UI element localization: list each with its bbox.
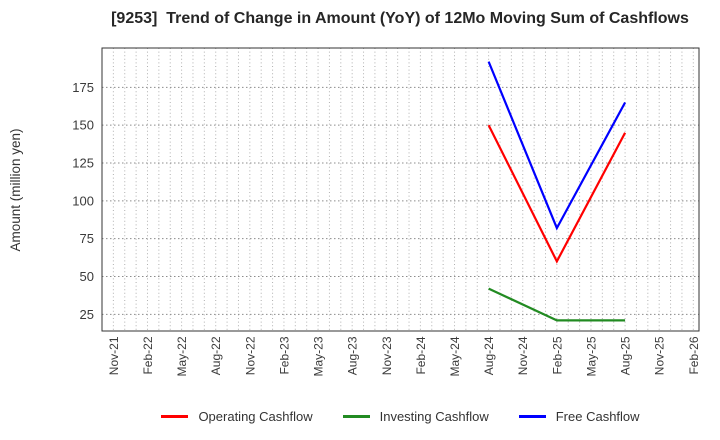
plot-border [101, 47, 700, 332]
x-tick-label: Aug-22 [209, 336, 223, 375]
x-tick-label: Aug-24 [482, 336, 496, 375]
x-tick-label: May-25 [584, 336, 598, 376]
y-tick-label: 100 [72, 193, 94, 208]
series-line-investing-cashflow [488, 287, 626, 322]
x-tick-label: Feb-22 [141, 336, 155, 374]
legend-item-operating-cashflow: Operating Cashflow [161, 408, 313, 424]
x-tick-label: Nov-24 [516, 336, 530, 375]
x-tick-label: Nov-22 [243, 336, 257, 375]
y-axis-title: Amount (million yen) [8, 128, 23, 251]
x-tick-label: Feb-26 [687, 336, 701, 374]
legend-item-investing-cashflow: Investing Cashflow [342, 408, 489, 424]
y-tick-label: 75 [80, 231, 94, 246]
x-tick-label: May-22 [175, 336, 189, 376]
x-tick-label: Feb-23 [277, 336, 291, 374]
x-tick-label: Nov-23 [380, 336, 394, 375]
legend-label: Free Cashflow [555, 408, 640, 424]
legend-line-swatch [161, 414, 189, 418]
x-tick-label: Feb-25 [550, 336, 564, 374]
legend: Operating Cashflow Investing Cashflow Free… [102, 404, 699, 428]
y-tick-label: 50 [80, 269, 94, 284]
y-tick-label: 125 [72, 156, 94, 171]
x-tick-label: Aug-23 [346, 336, 360, 375]
y-tick-label: 175 [72, 80, 94, 95]
x-axis-tick-labels: Nov-21 Feb-22 May-22 Aug-22 Nov-22 Feb-23 May-… [107, 336, 701, 376]
y-tick-label: 25 [80, 307, 94, 322]
legend-label: Investing Cashflow [379, 408, 489, 424]
x-tick-label: May-24 [448, 336, 462, 376]
y-tick-label: 150 [72, 118, 94, 133]
chart-title: [9253] Trend of Change in Amount (YoY) o… [111, 10, 689, 27]
y-axis-tick-labels: 25 50 75 100 125 150 175 [72, 80, 94, 322]
gridlines [102, 48, 699, 331]
legend-label: Operating Cashflow [198, 408, 313, 424]
x-tick-label: Aug-25 [619, 336, 633, 375]
legend-line-swatch [342, 414, 370, 418]
series-line-free-cashflow [487, 61, 627, 231]
x-tick-label: May-23 [312, 336, 326, 376]
x-tick-label: Feb-24 [414, 336, 428, 374]
x-tick-label: Nov-25 [653, 336, 667, 375]
x-tick-label: Nov-21 [107, 336, 121, 375]
legend-line-swatch [518, 414, 546, 418]
series-line-operating-cashflow [487, 124, 627, 264]
series-lines [487, 61, 627, 322]
legend-item-free-cashflow: Free Cashflow [518, 408, 640, 424]
